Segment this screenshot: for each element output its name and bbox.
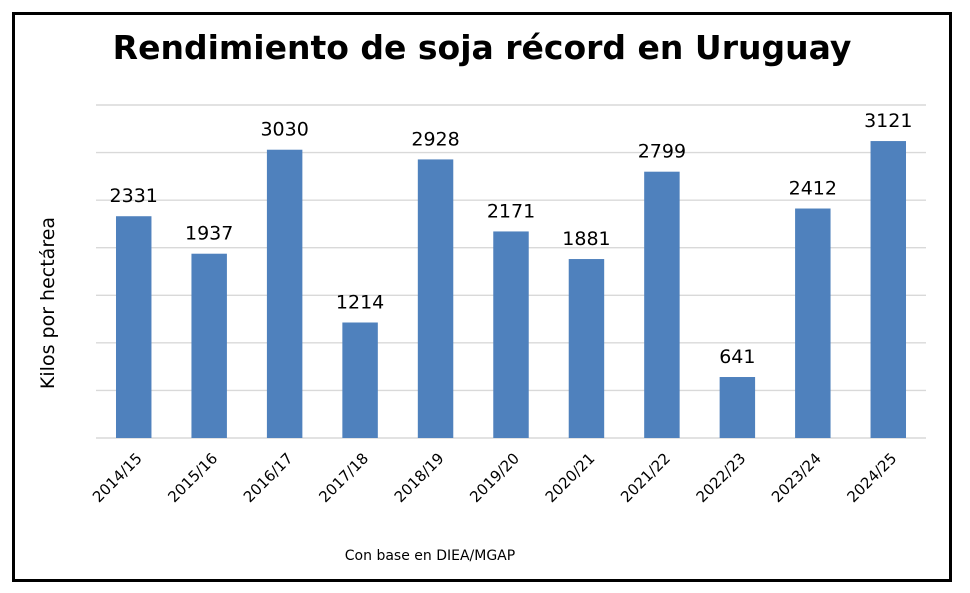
data-label: 3121 [864, 110, 912, 132]
bar [719, 377, 756, 438]
x-tick-label: 2018/19 [391, 449, 448, 506]
data-label: 1937 [185, 223, 233, 245]
bar [870, 141, 907, 438]
bar [115, 216, 152, 438]
x-tick-label: 2022/23 [693, 449, 750, 506]
x-tick-label: 2014/15 [89, 449, 146, 506]
bar [417, 159, 454, 439]
bar [568, 259, 605, 438]
data-label: 1881 [562, 228, 610, 250]
bar [266, 149, 303, 438]
x-tick-label: 2017/18 [315, 449, 372, 506]
x-tick-label: 2016/17 [240, 449, 297, 506]
x-tick-label: 2020/21 [542, 449, 599, 506]
bar [644, 171, 680, 439]
data-label: 2171 [487, 200, 535, 222]
data-label: 1214 [336, 291, 384, 313]
bar [493, 231, 529, 438]
x-tick-label: 2023/24 [768, 449, 825, 506]
x-tick-labels: 2014/15 2015/16 2016/17 2017/18 2018/19 2019/… [89, 449, 900, 506]
data-label: 641 [719, 346, 755, 368]
bar [191, 253, 227, 438]
chart-title: Rendimiento de soja récord en Uruguay [112, 28, 852, 67]
data-label: 2928 [411, 128, 459, 150]
x-tick-label: 2019/20 [466, 449, 523, 506]
data-label: 3030 [260, 119, 308, 141]
bar [342, 322, 378, 438]
bar [795, 208, 831, 438]
data-label: 2331 [110, 185, 158, 207]
x-tick-label: 2015/16 [164, 449, 221, 506]
x-tick-label: 2024/25 [843, 449, 900, 506]
data-label: 2799 [638, 141, 686, 163]
source-note: Con base en DIEA/MGAP [344, 548, 516, 564]
bars [115, 141, 907, 439]
x-tick-label: 2021/22 [617, 449, 674, 506]
data-label: 2412 [789, 178, 837, 200]
value-labels: 2331 1937 3030 1214 2928 2171 1881 2799 641 2412 3… [110, 110, 913, 368]
